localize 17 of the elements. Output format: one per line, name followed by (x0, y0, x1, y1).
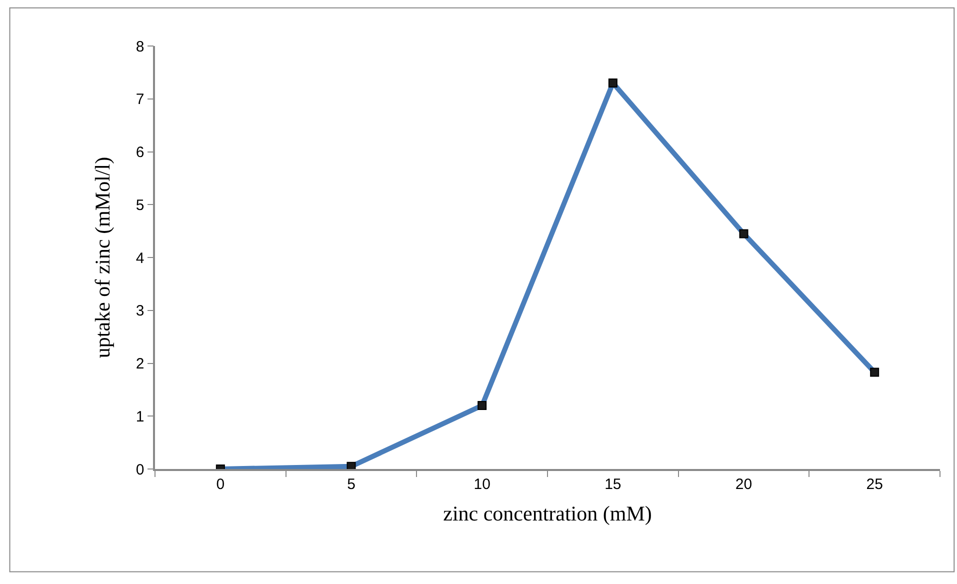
x-axis-title: zinc concentration (mM) (443, 501, 652, 526)
y-tick-label: 0 (136, 461, 144, 478)
x-tick-label: 0 (216, 476, 225, 493)
y-tick-label: 7 (136, 91, 144, 108)
y-tick-label: 4 (136, 250, 144, 267)
x-tick-label: 10 (474, 476, 490, 493)
y-tick-label: 8 (136, 38, 144, 56)
x-tick-label: 25 (866, 476, 883, 493)
x-tick-label: 15 (604, 476, 622, 493)
y-tick-label: 3 (136, 302, 144, 320)
y-tick-label: 5 (136, 196, 144, 214)
y-tick-label: 1 (136, 408, 144, 426)
y-tick-label: 2 (136, 356, 144, 372)
x-tick-label: 20 (735, 476, 752, 493)
x-tick-label: 5 (347, 476, 356, 493)
y-axis-title: uptake of zinc (mMol/l) (90, 156, 115, 358)
y-tick-label: 6 (136, 144, 144, 161)
